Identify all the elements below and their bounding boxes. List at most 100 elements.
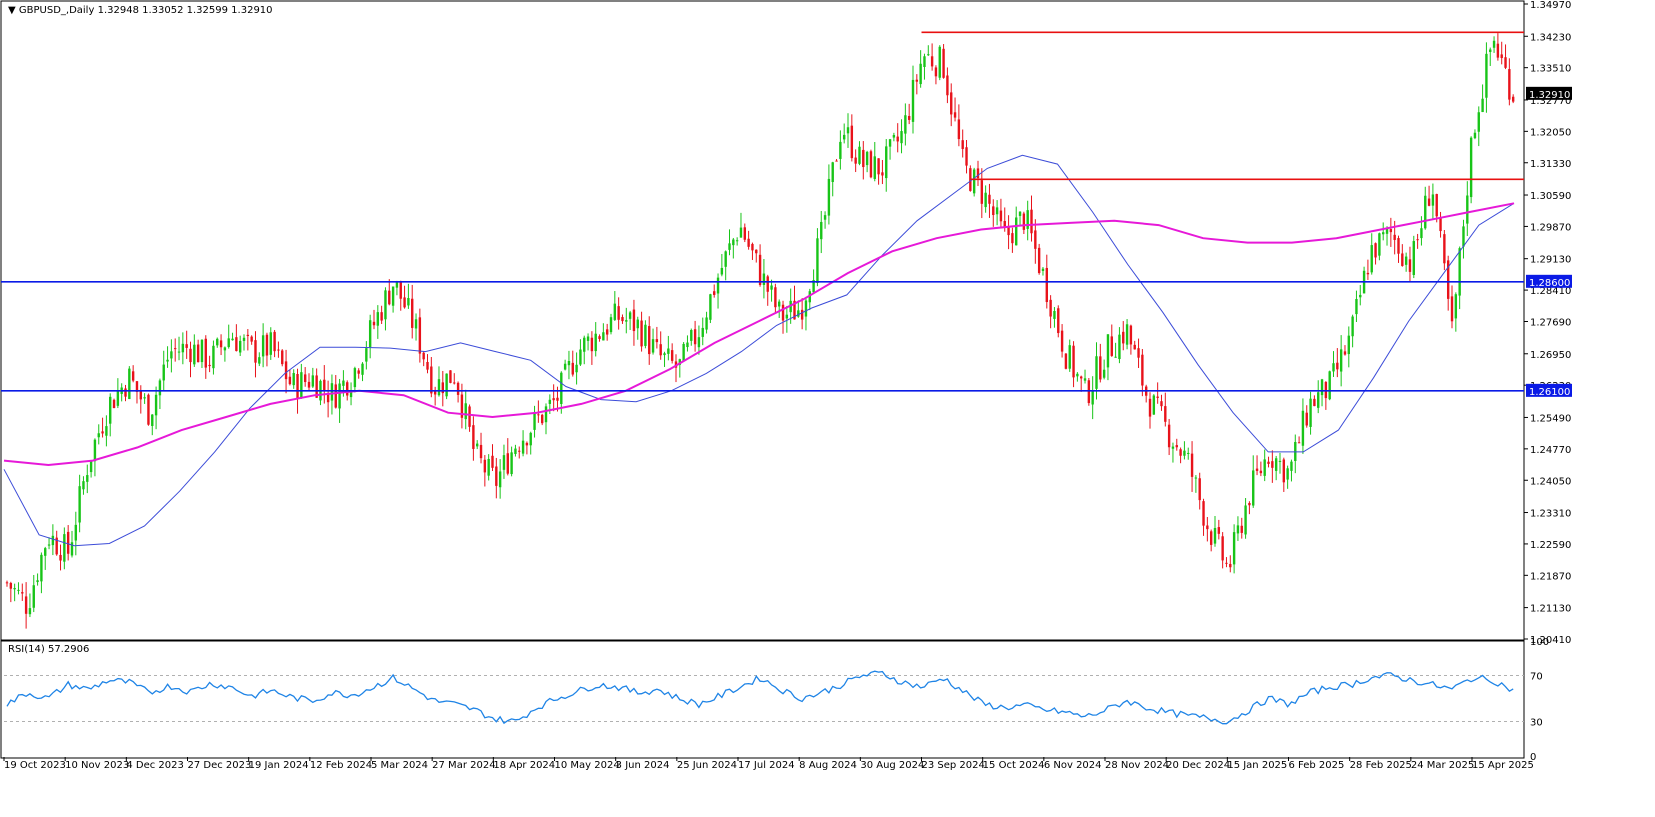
candle-body xyxy=(1133,344,1136,350)
candle-body xyxy=(1106,334,1110,368)
candle-body xyxy=(950,92,953,115)
candle-body xyxy=(690,330,693,341)
candle-body xyxy=(980,180,984,204)
candle-body xyxy=(923,56,926,67)
candle-body xyxy=(632,309,636,332)
candle-body xyxy=(1083,378,1087,381)
candle-body xyxy=(972,169,976,194)
candle-body xyxy=(739,227,743,238)
candle-body xyxy=(1431,194,1435,206)
candle-body xyxy=(1164,406,1167,422)
candle-body xyxy=(1175,445,1178,448)
candle-body xyxy=(307,381,311,388)
candle-body xyxy=(785,314,789,319)
candle-body xyxy=(468,406,471,427)
candle-body xyxy=(1041,268,1045,271)
candle-body xyxy=(1267,461,1270,464)
candle-body xyxy=(498,471,502,488)
candle-body xyxy=(762,273,766,285)
date-tick-label: 20 Dec 2024 xyxy=(1166,760,1230,771)
candle-body xyxy=(1137,348,1140,358)
candle-body xyxy=(1252,470,1255,506)
candle-body xyxy=(170,351,173,359)
candle-body xyxy=(869,151,873,178)
candle-body xyxy=(227,338,230,348)
candle-body xyxy=(942,48,945,78)
candle-body xyxy=(1492,40,1496,48)
candle-body xyxy=(907,115,911,120)
candle-body xyxy=(667,348,670,354)
candle-body xyxy=(823,215,827,220)
candle-body xyxy=(724,251,727,267)
candle-body xyxy=(208,364,211,367)
candle-body xyxy=(651,339,655,353)
candle-body xyxy=(1343,351,1347,355)
candle-body xyxy=(1500,54,1503,59)
candle-body xyxy=(158,380,162,396)
candle-body xyxy=(17,589,20,591)
collapse-arrow-icon[interactable]: ▼ xyxy=(8,5,16,16)
date-tick-label: 25 Jun 2024 xyxy=(677,760,737,771)
candle-body xyxy=(579,349,582,365)
ohlc-values: 1.32948 1.33052 1.32599 1.32910 xyxy=(97,5,273,16)
candle-body xyxy=(1450,296,1454,322)
candle-body xyxy=(1076,373,1079,377)
candle-body xyxy=(216,338,219,346)
candle-body xyxy=(529,432,532,446)
candle-body xyxy=(40,554,43,582)
candle-body xyxy=(1435,194,1438,217)
candle-body xyxy=(292,373,295,386)
price-tick-label: 1.32770 xyxy=(1530,96,1571,107)
candle-body xyxy=(877,158,880,175)
candle-body xyxy=(636,319,639,329)
candle-body xyxy=(1508,69,1511,100)
candle-body xyxy=(418,317,422,354)
level-price-label: 1.26100 xyxy=(1529,387,1570,398)
price-tick-label: 1.32050 xyxy=(1530,127,1571,138)
candle-body xyxy=(323,379,326,391)
candle-body xyxy=(816,238,819,283)
current-price-label: 1.32910 xyxy=(1529,90,1570,101)
symbol-label: GBPUSD_,Daily xyxy=(18,5,95,16)
price-tick-label: 1.24050 xyxy=(1530,476,1571,487)
candle-body xyxy=(395,281,399,288)
price-tick-label: 1.33510 xyxy=(1530,64,1571,75)
candle-body xyxy=(1424,195,1427,229)
candle-body xyxy=(47,544,51,546)
candle-body xyxy=(1443,234,1446,264)
candle-body xyxy=(200,339,204,363)
candle-body xyxy=(204,338,207,368)
date-tick-label: 15 Jan 2025 xyxy=(1227,760,1287,771)
candle-body xyxy=(1064,353,1068,369)
candle-body xyxy=(143,397,146,399)
candle-body xyxy=(1370,245,1373,273)
candle-body xyxy=(9,583,13,589)
candle-body xyxy=(1183,450,1186,456)
candle-body xyxy=(1030,209,1033,234)
candle-body xyxy=(281,350,284,365)
candle-body xyxy=(162,364,165,381)
candle-body xyxy=(938,46,941,78)
candle-body xyxy=(1244,505,1247,535)
candle-body xyxy=(747,238,750,247)
candle-body xyxy=(850,125,854,159)
candle-body xyxy=(992,206,995,216)
candle-body xyxy=(1057,308,1060,334)
candle-body xyxy=(269,332,272,355)
rsi-line xyxy=(6,670,1514,725)
candle-body xyxy=(1213,528,1217,544)
candle-body xyxy=(1129,325,1133,345)
candle-body xyxy=(793,300,796,320)
candle-body xyxy=(533,412,536,430)
candle-body xyxy=(189,348,192,363)
candle-body xyxy=(300,372,303,399)
candle-body xyxy=(865,151,869,166)
candle-body xyxy=(1454,294,1458,319)
candle-body xyxy=(101,431,104,434)
candle-body xyxy=(540,414,544,424)
candle-body xyxy=(1382,232,1385,235)
candle-body xyxy=(223,347,227,351)
candle-body xyxy=(349,389,353,398)
candle-body xyxy=(357,370,360,374)
